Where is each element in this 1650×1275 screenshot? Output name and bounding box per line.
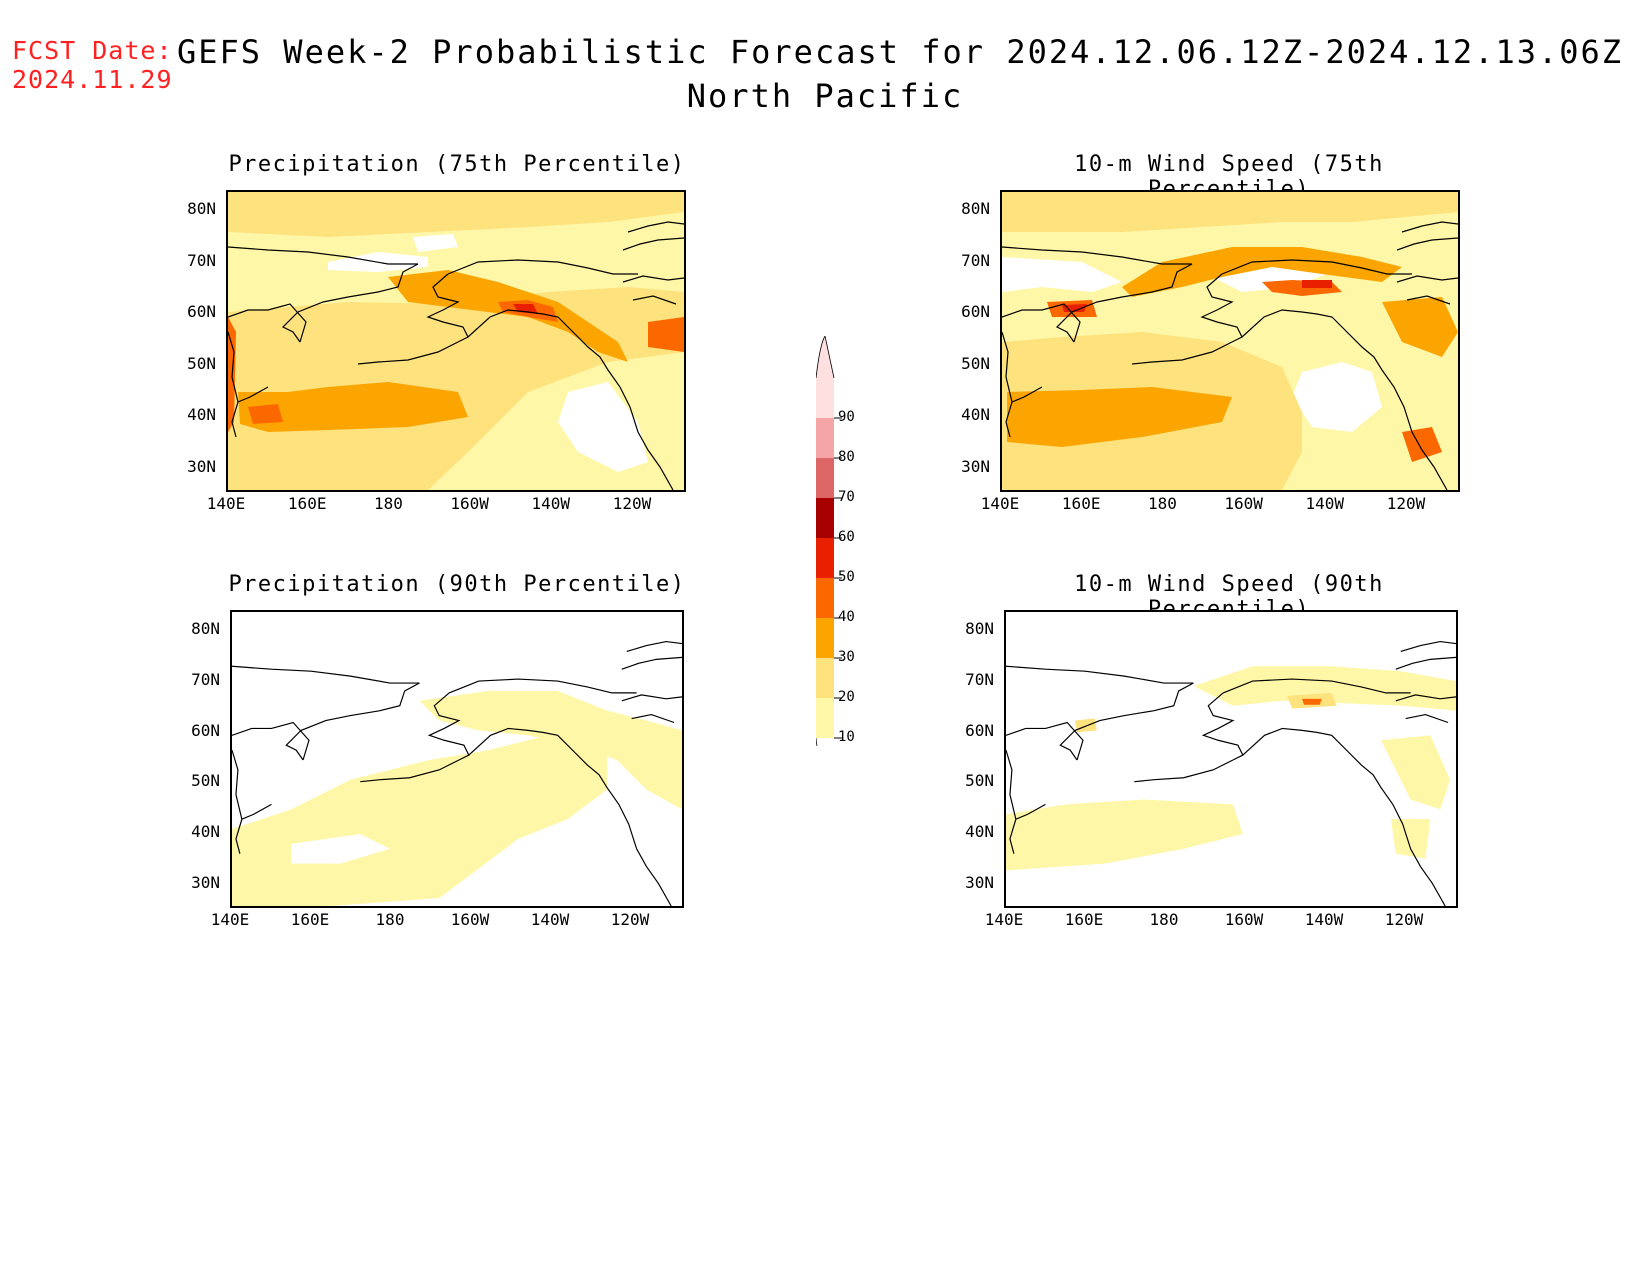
lat-tick-label: 60N xyxy=(187,302,216,322)
lon-tick-label: 140E xyxy=(210,910,250,929)
lat-tick-label: 70N xyxy=(961,250,990,270)
map-field xyxy=(232,612,682,906)
lon-tick-label: 180 xyxy=(375,910,405,929)
lat-tick-label: 30N xyxy=(191,873,220,892)
lon-tick-label: 180 xyxy=(1147,494,1177,513)
colorbar-label: 80 xyxy=(838,449,855,465)
panel-title-wind90: 10-m Wind Speed (90th Percentile) xyxy=(1074,572,1384,622)
colorbar-label: 60 xyxy=(838,529,855,545)
panel-title-precip75: Precipitation (75th Percentile) xyxy=(228,152,686,177)
lon-tick-label: 160W xyxy=(450,494,489,513)
map-wind-90th xyxy=(1004,610,1458,908)
lat-tick-label: 40N xyxy=(965,822,994,842)
lat-tick-label: 60N xyxy=(191,720,220,740)
lon-tick-label: 180 xyxy=(373,494,403,513)
lat-tick-label: 80N xyxy=(191,619,220,638)
colorbar xyxy=(816,336,842,746)
map-field xyxy=(1006,612,1456,906)
forecast-date-value: 2024.11.29 xyxy=(12,65,173,94)
lon-tick-label: 140E xyxy=(206,494,246,513)
lat-tick-label: 60N xyxy=(961,302,990,322)
lat-tick-label: 40N xyxy=(191,822,220,842)
lon-tick-label: 120W xyxy=(610,910,650,929)
lat-tick-label: 50N xyxy=(187,353,216,373)
colorbar-swatch xyxy=(816,698,834,738)
lon-tick-label: 160E xyxy=(1061,494,1101,513)
lat-tick-label: 40N xyxy=(187,405,216,425)
colorbar-swatch xyxy=(816,538,834,578)
lat-tick-label: 30N xyxy=(187,457,216,476)
map-field xyxy=(1002,192,1458,490)
colorbar-bottom-cap xyxy=(816,737,824,746)
map-field xyxy=(228,192,684,490)
lon-tick-label: 160W xyxy=(450,910,490,929)
lon-tick-label: 160E xyxy=(290,910,330,929)
lon-tick-label: 120W xyxy=(612,494,652,513)
colorbar-label: 50 xyxy=(838,569,855,585)
colorbar-swatch xyxy=(816,418,834,458)
lon-tick-label: 160W xyxy=(1224,910,1264,929)
lon-tick-label: 160E xyxy=(1064,910,1104,929)
panel-title-precip90: Precipitation (90th Percentile) xyxy=(228,572,686,597)
forecast-date-block: FCST Date: 2024.11.29 xyxy=(12,36,173,94)
colorbar-swatch xyxy=(816,618,834,658)
colorbar-label: 90 xyxy=(838,409,855,425)
lat-tick-label: 50N xyxy=(191,771,220,791)
lon-tick-label: 120W xyxy=(1384,910,1424,929)
lon-tick-label: 140E xyxy=(984,910,1024,929)
lon-tick-label: 140W xyxy=(1304,910,1344,929)
colorbar-swatch xyxy=(816,578,834,618)
colorbar-swatch xyxy=(816,498,834,538)
figure-subtitle: North Pacific xyxy=(686,77,964,115)
lat-tick-label: 40N xyxy=(961,405,990,425)
colorbar-swatch xyxy=(816,658,834,698)
colorbar-label: 20 xyxy=(838,689,855,705)
lon-tick-label: 180 xyxy=(1149,910,1179,929)
lat-tick-label: 80N xyxy=(965,619,994,638)
map-wind-75th xyxy=(1000,190,1460,492)
lat-tick-label: 80N xyxy=(961,199,990,218)
lon-tick-label: 140E xyxy=(980,494,1020,513)
lat-tick-label: 70N xyxy=(965,669,994,689)
lon-tick-label: 120W xyxy=(1386,494,1426,513)
map-precip-75th xyxy=(226,190,686,492)
colorbar-label: 30 xyxy=(838,649,855,665)
lat-tick-label: 50N xyxy=(961,353,990,373)
colorbar-label: 70 xyxy=(838,489,855,505)
lat-tick-label: 30N xyxy=(961,457,990,476)
lon-tick-label: 140W xyxy=(531,494,571,513)
lon-tick-label: 140W xyxy=(530,910,570,929)
lat-tick-label: 80N xyxy=(187,199,216,218)
figure-title-block: GEFS Week-2 Probabilistic Forecast for 2… xyxy=(0,30,1650,118)
lat-tick-label: 50N xyxy=(965,771,994,791)
lat-tick-label: 70N xyxy=(191,669,220,689)
map-precip-90th xyxy=(230,610,684,908)
colorbar-swatch xyxy=(816,378,834,418)
colorbar-label: 40 xyxy=(838,609,855,625)
colorbar-swatch xyxy=(816,458,834,498)
figure-title: GEFS Week-2 Probabilistic Forecast for 2… xyxy=(176,33,1624,71)
colorbar-label: 10 xyxy=(838,729,855,745)
lon-tick-label: 160W xyxy=(1224,494,1263,513)
lat-tick-label: 70N xyxy=(187,250,216,270)
lon-tick-label: 160E xyxy=(287,494,327,513)
lon-tick-label: 140W xyxy=(1305,494,1345,513)
lat-tick-label: 60N xyxy=(965,720,994,740)
lat-tick-label: 30N xyxy=(965,873,994,892)
forecast-date-label: FCST Date: xyxy=(12,36,173,65)
colorbar-top-cap xyxy=(816,336,835,379)
